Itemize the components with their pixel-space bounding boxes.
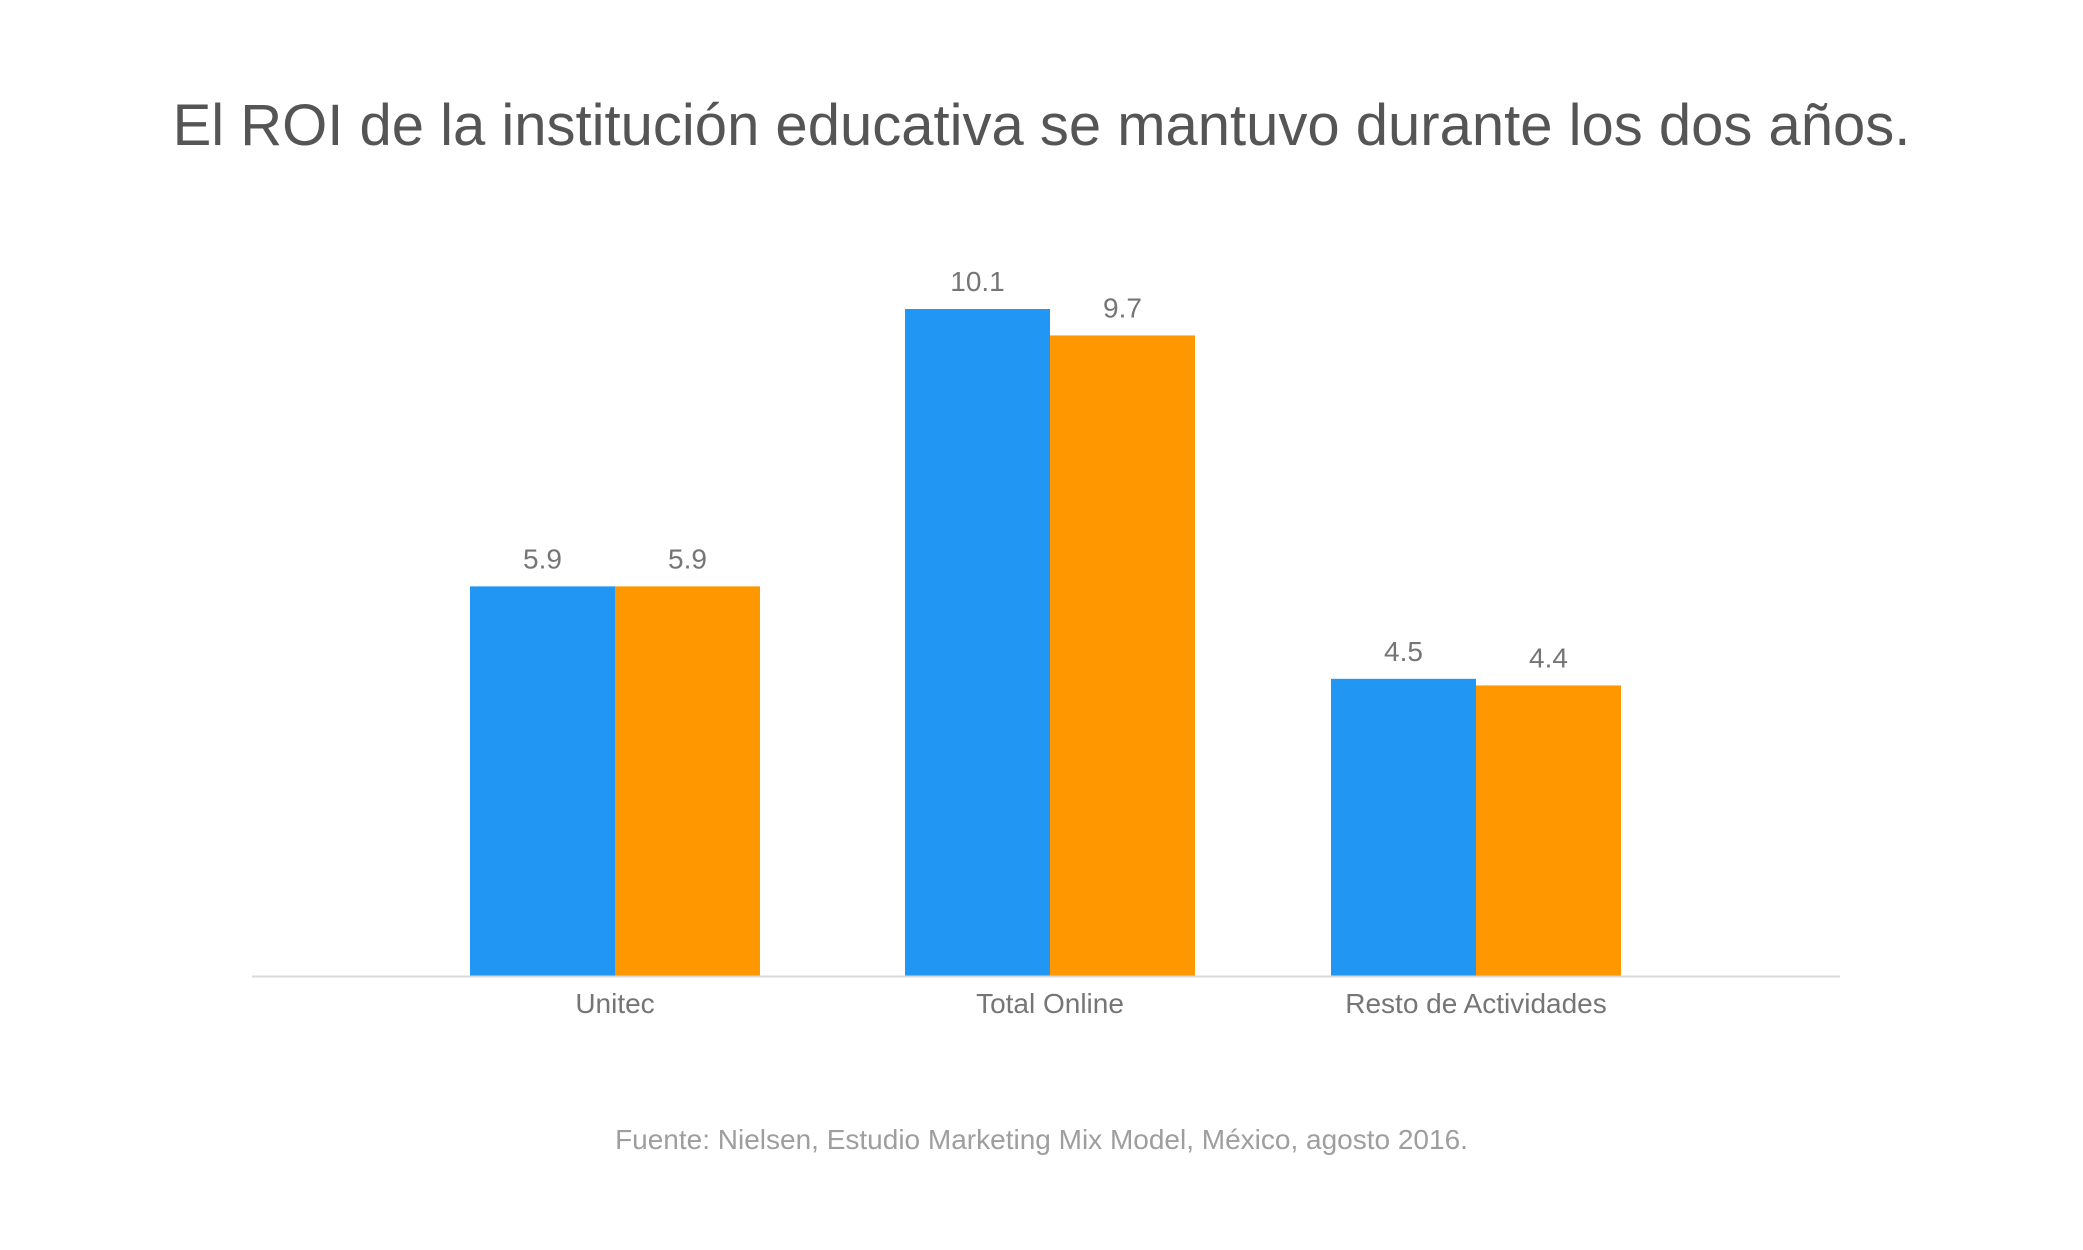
data-label: 5.9 <box>523 543 562 574</box>
category-label: Unitec <box>575 988 654 1019</box>
bar-1-total-online <box>905 309 1050 976</box>
bar-1-resto-de-actividades <box>1331 678 1476 976</box>
data-label: 4.4 <box>1529 642 1568 673</box>
chart-title: El ROI de la institución educativa se ma… <box>172 93 1911 158</box>
data-label: 5.9 <box>668 543 707 574</box>
category-label: Total Online <box>976 988 1124 1019</box>
data-label: 4.5 <box>1384 636 1423 667</box>
data-label: 10.1 <box>950 266 1005 297</box>
bar-2-total-online <box>1050 335 1195 976</box>
bar-1-unitec <box>470 586 615 976</box>
bars-layer <box>470 309 1621 976</box>
bar-2-unitec <box>615 586 760 976</box>
data-label: 9.7 <box>1103 292 1142 323</box>
category-label: Resto de Actividades <box>1345 988 1607 1019</box>
source-note: Fuente: Nielsen, Estudio Marketing Mix M… <box>615 1124 1468 1155</box>
labels-layer: 5.9 5.9 Unitec 10.1 9.7 Total Online 4.5 4.4 Res… <box>523 266 1607 1019</box>
bar-2-resto-de-actividades <box>1476 685 1621 976</box>
